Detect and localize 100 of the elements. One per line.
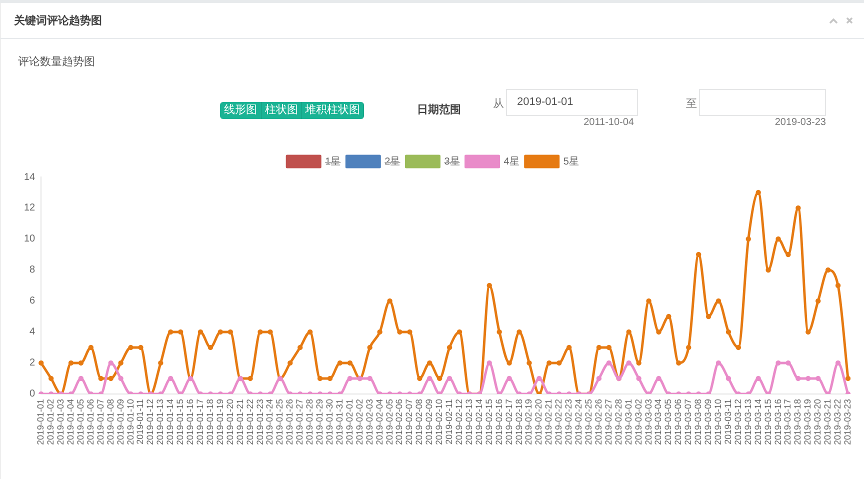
y-tick-label: 2 [30, 358, 36, 369]
legend-label: 4星 [504, 156, 520, 168]
x-tick-label: 2019-03-17 [782, 398, 793, 446]
x-tick-label: 2019-01-20 [224, 398, 235, 446]
chart-title: 关键词评论趋势图 [14, 14, 102, 28]
x-tick-label: 2019-02-20 [534, 398, 544, 446]
x-tick-label: 2019-01-08 [105, 398, 116, 446]
x-tick-label: 2019-03-23 [842, 398, 852, 446]
x-tick-label: 2019-03-06 [673, 398, 684, 446]
x-tick-label: 2019-02-19 [524, 398, 534, 446]
x-tick-label: 2019-01-02 [46, 398, 56, 446]
y-tick-label: 8 [30, 264, 36, 276]
x-tick-label: 2019-02-25 [583, 398, 594, 446]
x-tick-label: 2019-02-15 [484, 398, 494, 446]
y-tick-label: 10 [24, 234, 36, 245]
x-tick-label: 2019-01-19 [214, 398, 225, 446]
x-tick-label: 2019-02-04 [374, 398, 384, 446]
x-tick-label: 2019-02-26 [593, 398, 604, 446]
x-tick-label: 2019-01-25 [274, 398, 285, 446]
x-tick-label: 2019-03-02 [633, 398, 644, 446]
x-tick-label: 2019-03-05 [663, 398, 674, 446]
x-tick-label: 2019-02-27 [603, 398, 614, 446]
y-tick-label: 4 [30, 326, 36, 338]
x-tick-label: 2019-03-19 [802, 398, 813, 446]
x-tick-label: 2019-02-28 [613, 398, 624, 446]
x-tick-label: 2019-02-14 [474, 398, 484, 446]
x-tick-label: 2019-01-18 [204, 398, 215, 446]
x-tick-label: 2019-01-22 [244, 398, 255, 446]
x-tick-label: 2019-01-09 [115, 398, 126, 446]
start-date-field: 2019-01-01 [506, 89, 638, 116]
x-tick-label: 2019-01-10 [125, 398, 136, 446]
x-tick-label: 2019-03-07 [683, 398, 694, 446]
x-tick-label: 2019-01-03 [56, 398, 66, 446]
x-tick-label: 2019-02-07 [404, 398, 414, 446]
x-tick-label: 2019-03-01 [623, 398, 634, 446]
x-tick-label: 2019-03-08 [693, 398, 704, 446]
x-tick-label: 2019-02-03 [364, 398, 374, 446]
x-tick-label: 2019-03-15 [762, 398, 773, 446]
x-tick-label: 2019-03-04 [653, 398, 664, 446]
x-tick-label: 2019-01-21 [234, 398, 245, 446]
x-tick-label: 2019-02-12 [454, 398, 464, 446]
text: 从 [493, 97, 504, 111]
chart-type-button: 线形图 [220, 102, 262, 119]
x-tick-label: 2019-02-24 [574, 398, 584, 446]
y-tick-label: 0 [30, 388, 36, 400]
x-tick-label: 2019-01-04 [65, 398, 76, 446]
text: 2019-03-23 [774, 117, 826, 128]
x-tick-label: 2019-03-13 [742, 398, 753, 446]
x-tick-label: 2019-02-08 [414, 398, 424, 446]
x-tick-label: 2019-03-21 [822, 398, 833, 446]
x-tick-label: 2019-02-22 [554, 398, 564, 446]
x-tick-label: 2019-01-06 [85, 398, 96, 446]
x-tick-label: 2019-02-18 [514, 398, 524, 446]
x-tick-label: 2019-03-20 [812, 398, 823, 446]
x-tick-label: 2019-02-23 [564, 398, 574, 446]
x-tick-label: 2019-01-29 [314, 398, 325, 446]
x-tick-label: 2019-01-12 [145, 398, 156, 446]
x-tick-label: 2019-01-30 [324, 398, 334, 446]
text: 日期范围 [417, 102, 461, 117]
x-tick-label: 2019-01-26 [284, 398, 295, 446]
x-tick-label: 2019-03-12 [732, 398, 743, 446]
x-tick-label: 2019-02-21 [544, 398, 554, 446]
x-tick-label: 2019-02-11 [444, 398, 454, 444]
x-tick-label: 2019-03-22 [832, 398, 843, 446]
x-tick-label: 2019-01-28 [304, 398, 315, 446]
x-tick-label: 2019-03-18 [792, 398, 803, 446]
x-tick-label: 2019-01-15 [175, 398, 186, 446]
x-tick-label: 2019-01-05 [75, 398, 86, 446]
x-tick-label: 2019-03-16 [772, 398, 783, 446]
x-tick-label: 2019-02-17 [504, 398, 514, 446]
x-tick-label: 2019-02-01 [344, 398, 354, 446]
x-tick-label: 2019-03-14 [752, 398, 763, 446]
x-tick-label: 2019-02-02 [354, 398, 364, 446]
x-tick-label: 2019-01-31 [334, 398, 344, 446]
x-tick-label: 2019-01-16 [185, 398, 196, 446]
y-tick-label: 12 [24, 202, 36, 214]
x-tick-label: 2019-02-05 [384, 398, 394, 446]
x-tick-label: 2019-03-10 [712, 398, 723, 446]
x-tick-label: 2019-02-06 [394, 398, 404, 446]
x-tick-label: 2019-02-16 [494, 398, 504, 446]
x-tick-label: 2019-01-07 [95, 398, 106, 446]
x-tick-label: 2019-02-10 [434, 398, 444, 446]
x-tick-label: 2019-03-03 [643, 398, 654, 446]
x-tick-label: 2019-01-13 [155, 398, 166, 446]
legend-label: 5星 [563, 156, 579, 168]
x-tick-label: 2019-01-23 [254, 398, 265, 446]
chart-type-button: 柱状图 [262, 102, 302, 119]
chart-subtitle: 评论数量趋势图 [18, 54, 95, 69]
x-tick-label: 2019-02-09 [424, 398, 434, 446]
x-tick-label: 2019-01-24 [264, 398, 275, 446]
x-tick-label: 2019-03-09 [703, 398, 714, 446]
text: 2011-10-04 [582, 117, 634, 128]
x-tick-label: 2019-01-11 [135, 398, 146, 444]
x-tick-label: 2019-02-13 [464, 398, 474, 446]
x-tick-label: 2019-01-17 [194, 398, 205, 446]
y-tick-label: 6 [30, 296, 36, 307]
x-tick-label: 2019-01-14 [165, 398, 176, 446]
x-tick-label: 2019-01-01 [36, 398, 46, 446]
chart-type-button: 堆积柱状图 [302, 102, 364, 119]
text: 至 [686, 97, 697, 111]
